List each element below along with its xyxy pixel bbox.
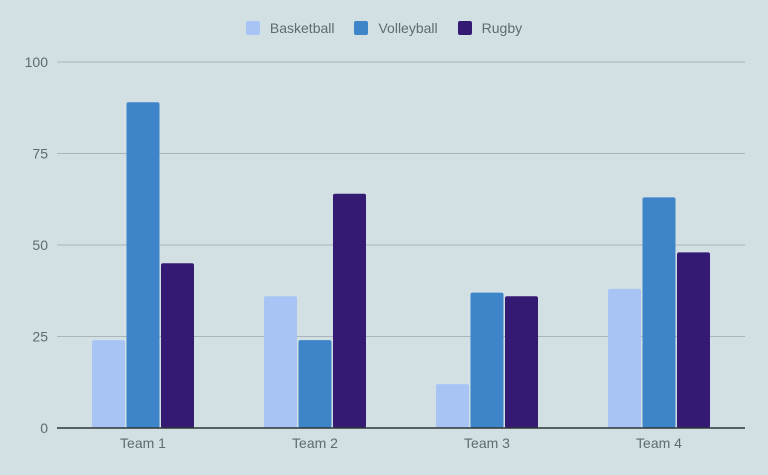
bar-volleyball-team-4[interactable] [642,197,676,428]
x-tick-label: Team 3 [464,435,510,451]
legend-swatch [245,21,260,35]
y-tick-label: 75 [32,146,48,162]
legend-label: Basketball [269,20,335,36]
bar-basketball-team-2[interactable] [264,296,297,428]
legend-label: Rugby [481,20,523,36]
legend-label: Volleyball [378,20,438,36]
legend-item-basketball[interactable]: Basketball [245,20,335,36]
bar-basketball-team-3[interactable] [436,384,469,428]
bar-basketball-team-1[interactable] [92,340,125,428]
y-tick-label: 100 [25,54,49,70]
bar-rugby-team-3[interactable] [505,296,538,428]
x-tick-label: Team 4 [636,435,682,451]
x-tick-label: Team 2 [292,435,338,451]
bar-volleyball-team-2[interactable] [298,340,332,428]
bar-volleyball-team-3[interactable] [470,292,504,428]
legend-swatch [354,21,369,35]
bar-rugby-team-2[interactable] [333,193,366,428]
bar-rugby-team-1[interactable] [161,263,194,428]
bar-volleyball-team-1[interactable] [126,102,160,428]
y-tick-label: 25 [32,329,48,345]
y-tick-label: 50 [32,237,48,253]
bar-rugby-team-4[interactable] [677,252,710,428]
legend-swatch [457,21,472,35]
legend-item-volleyball[interactable]: Volleyball [354,20,438,36]
legend-item-rugby[interactable]: Rugby [457,20,523,36]
bar-basketball-team-4[interactable] [608,288,641,428]
y-tick-label: 0 [40,420,48,436]
x-tick-label: Team 1 [120,435,166,451]
chart-legend: Basketball Volleyball Rugby [0,20,768,36]
